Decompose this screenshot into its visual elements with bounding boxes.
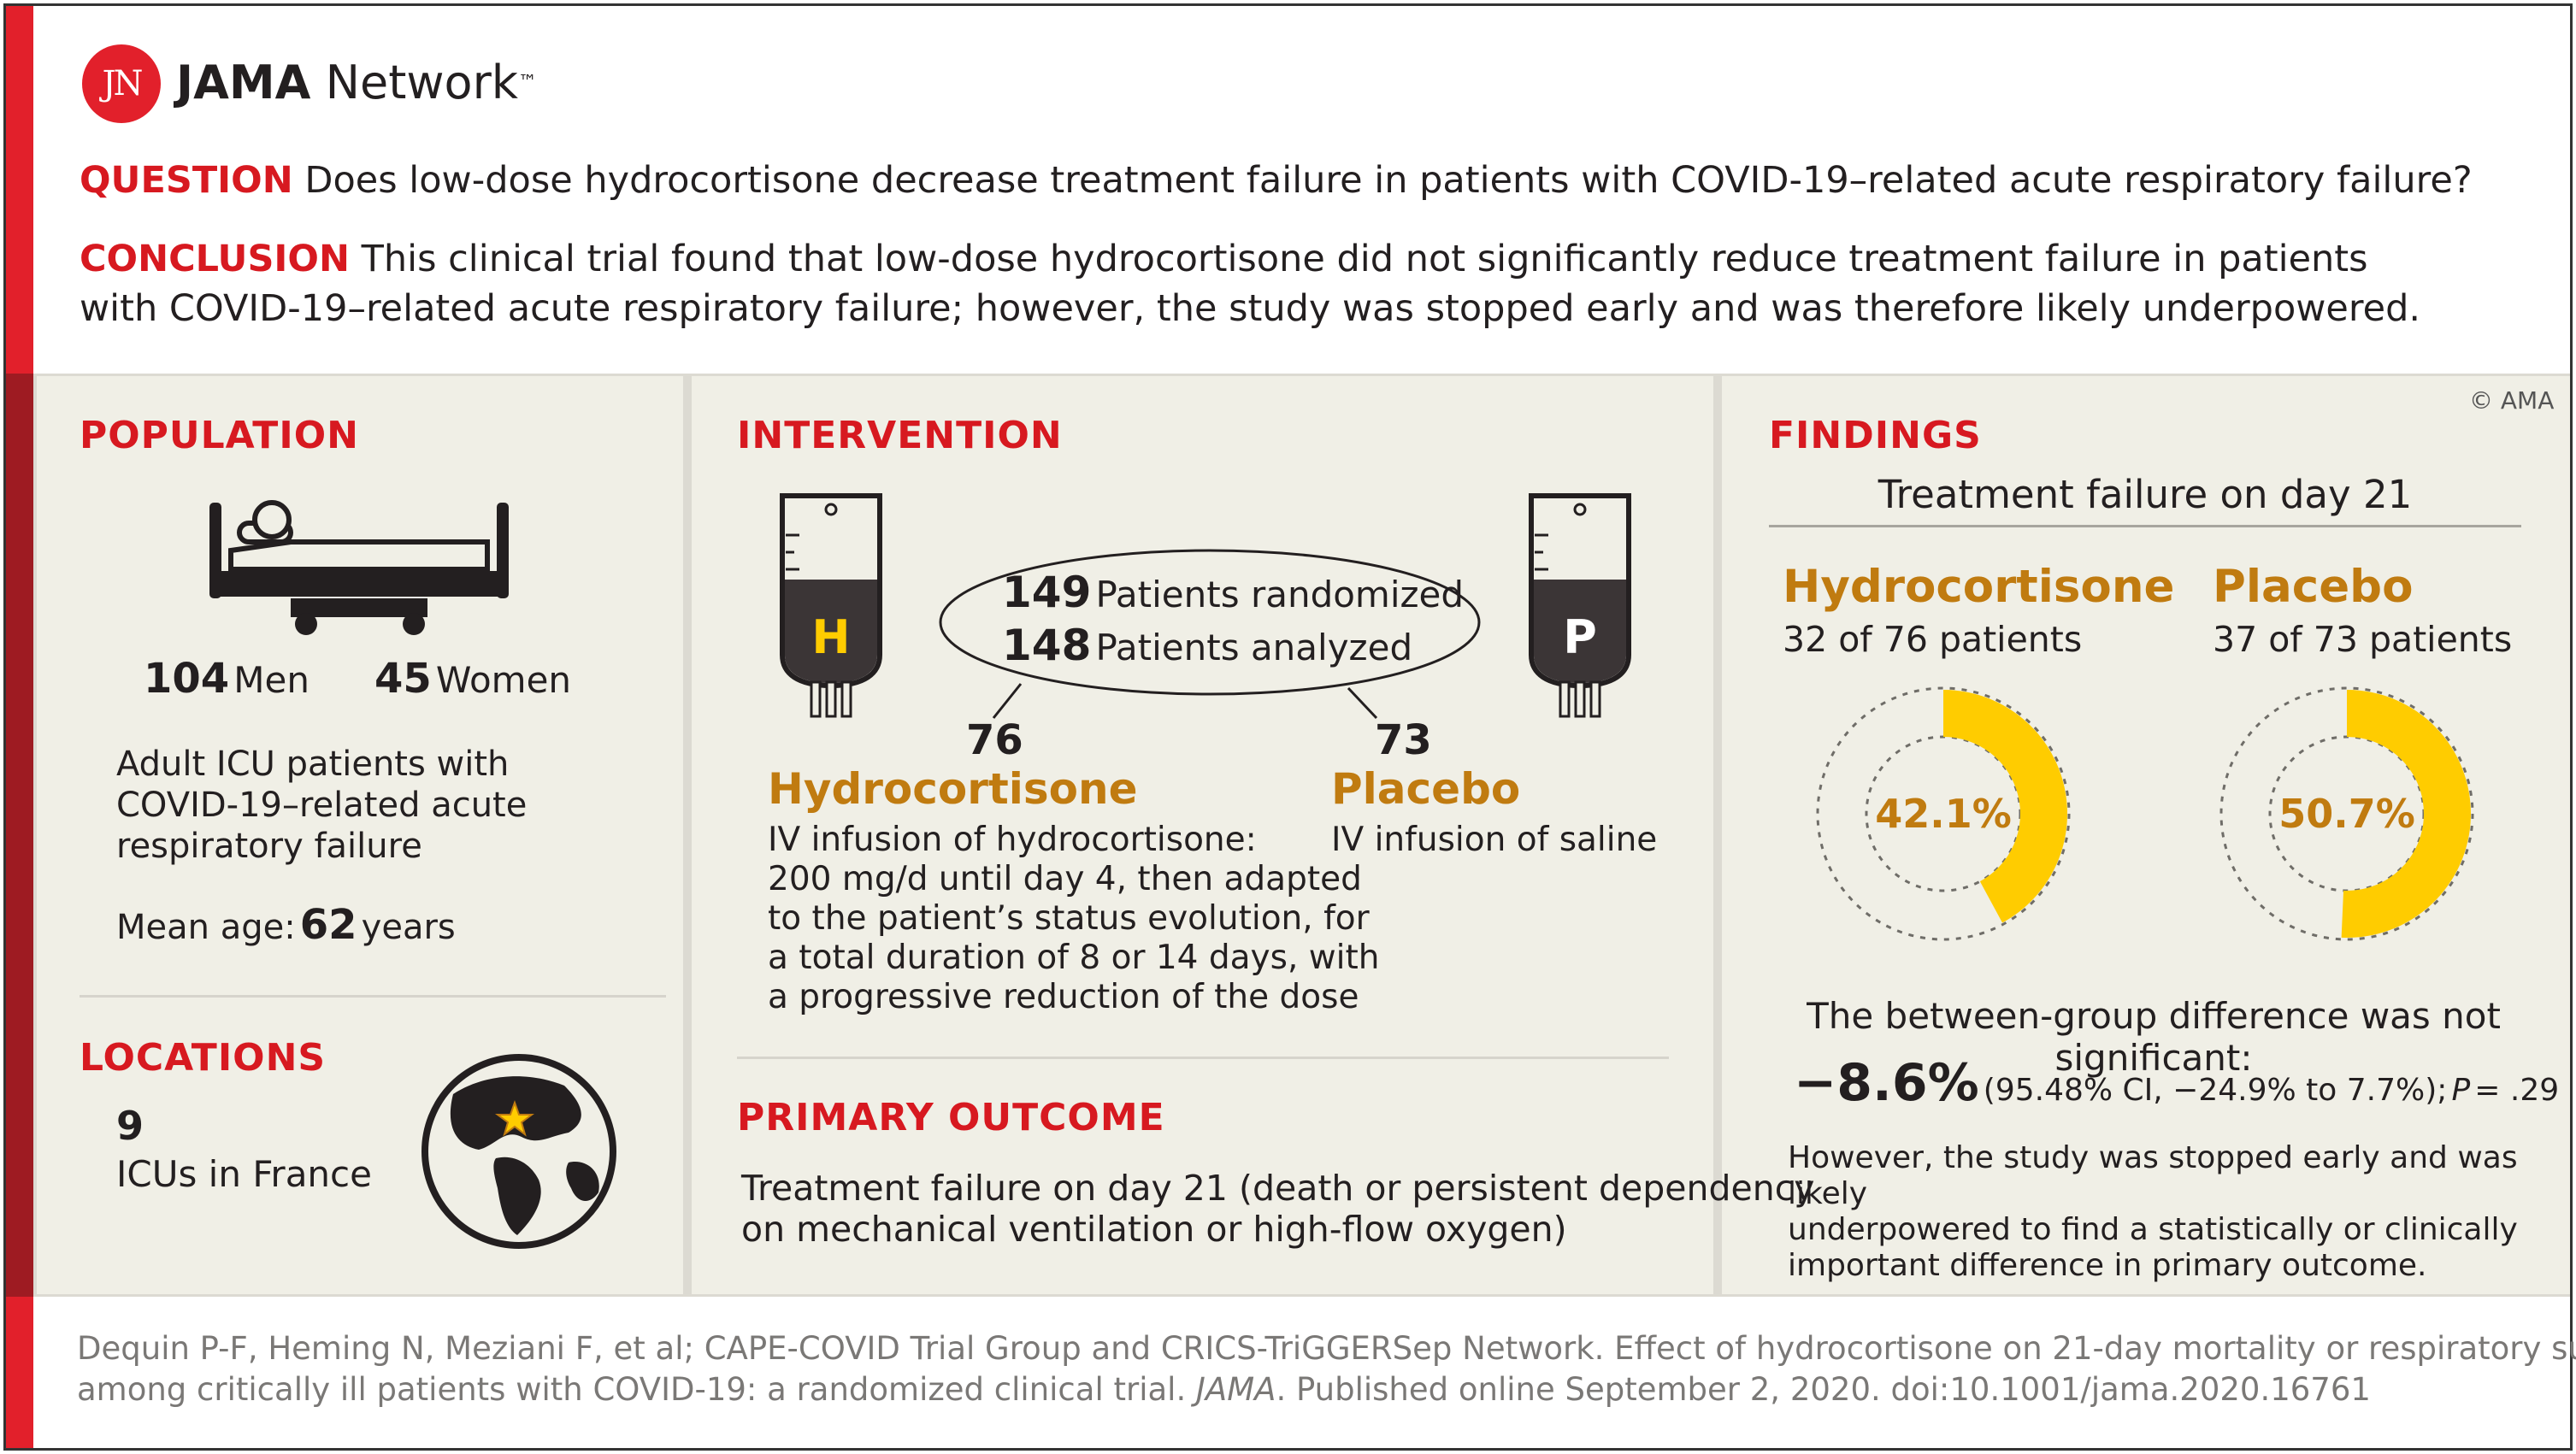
brand-name: JAMA Network™ [176, 53, 537, 113]
citation-line2: among critically ill patients with COVID… [77, 1371, 2371, 1408]
mean-age-value: 62 [299, 901, 357, 949]
placebo-donut-chart: 50.7% [2219, 686, 2474, 941]
primary-outcome-text: Treatment failure on day 21 (death or pe… [741, 1168, 1815, 1250]
placebo-arm-name: Placebo [1331, 764, 1521, 814]
placebo-percent: 50.7% [2278, 791, 2415, 837]
globe-icon [421, 1054, 616, 1249]
women-stat: 45 Women [374, 655, 571, 703]
intervention-header: INTERVENTION [737, 414, 1063, 457]
question-text: Does low-dose hydrocortisone decrease tr… [304, 159, 2473, 202]
p-value-label: P [2451, 1073, 2471, 1108]
population-divider [80, 995, 666, 998]
accent-bar-bottom [6, 1297, 33, 1448]
randomized-stat: 149 Patients randomized [1002, 566, 1464, 629]
placebo-iv-bag-icon: P [1529, 493, 1631, 718]
women-label: Women [435, 659, 572, 701]
hydrocortisone-donut-segment [1943, 690, 2067, 923]
hospital-bed-icon [209, 500, 509, 635]
hydrocortisone-percent: 42.1% [1875, 791, 2012, 837]
analyzed-count: 148 [1002, 621, 1092, 670]
analyzed-label: Patients analyzed [1095, 627, 1413, 668]
locations-header: LOCATIONS [80, 1036, 327, 1080]
trademark-symbol: ™ [518, 72, 538, 93]
intervention-divider [737, 1057, 1669, 1059]
question-block: QUESTION Does low-dose hydrocortisone de… [80, 156, 2473, 204]
infographic-frame [3, 3, 2573, 1451]
hydrocortisone-count: 76 [966, 716, 1023, 764]
findings-note: However, the study was stopped early and… [1788, 1140, 2518, 1283]
mean-age-label: Mean age: [116, 908, 296, 947]
hydrocortisone-arm-name: Hydrocortisone [768, 764, 1138, 814]
men-label: Men [233, 659, 309, 701]
hydrocortisone-description: IV infusion of hydrocortisone: 200 mg/d … [768, 821, 1380, 1016]
findings-header: FINDINGS [1769, 414, 1982, 457]
locations-label: ICUs in France [116, 1153, 372, 1195]
findings-hydrocortisone-detail: 32 of 76 patients [1783, 619, 2083, 660]
analyzed-stat: 148 Patients analyzed [1002, 619, 1412, 682]
men-count: 104 [144, 655, 230, 703]
population-header: POPULATION [80, 414, 359, 457]
conclusion-line2: with COVID-19–related acute respiratory … [80, 287, 2421, 330]
citation: Dequin P-F, Heming N, Meziani F, et al; … [77, 1328, 2576, 1410]
randomized-label: Patients randomized [1095, 574, 1465, 615]
findings-placebo-detail: 37 of 73 patients [2213, 619, 2513, 660]
mean-age-unit: years [361, 908, 456, 947]
findings-subtitle-rule [1769, 525, 2521, 527]
citation-line1: Dequin P-F, Heming N, Meziani F, et al; … [77, 1330, 2576, 1367]
randomization-ellipse [939, 549, 1481, 720]
findings-placebo-name: Placebo [2213, 561, 2414, 613]
placebo-count: 73 [1375, 716, 1432, 764]
copyright-notice: © AMA [2469, 386, 2555, 415]
difference-intro: The between-group difference was not sig… [1807, 995, 2501, 1079]
difference-result: −8.6% (95.48% CI, −24.9% to 7.7%); P = .… [1794, 1053, 2559, 1113]
hydrocortisone-iv-bag-icon: H [780, 493, 882, 718]
conclusion-line1: This clinical trial found that low-dose … [361, 238, 2368, 280]
findings-hydrocortisone-name: Hydrocortisone [1783, 561, 2175, 613]
brand-name-regular: Network [325, 56, 519, 109]
p-value: = .29 [2474, 1073, 2560, 1108]
citation-journal: JAMA [1195, 1371, 1276, 1408]
population-description: Adult ICU patients with COVID-19–related… [116, 745, 528, 866]
brand-name-bold: JAMA [176, 56, 311, 109]
conclusion-block: CONCLUSION This clinical trial found tha… [80, 234, 2420, 333]
jama-logo-icon: JN [82, 44, 161, 123]
hydrocortisone-donut-chart: 42.1% [1816, 686, 2071, 941]
women-count: 45 [374, 655, 432, 703]
difference-value: −8.6% [1794, 1053, 1979, 1113]
randomized-count: 149 [1002, 568, 1092, 617]
question-label: QUESTION [80, 159, 293, 202]
mean-age: Mean age: 62 years [116, 901, 456, 949]
difference-ci: (95.48% CI, −24.9% to 7.7%); [1983, 1073, 2448, 1108]
primary-outcome-header: PRIMARY OUTCOME [737, 1096, 1165, 1139]
locations-count: 9 [116, 1103, 144, 1149]
men-stat: 104 Men [144, 655, 309, 703]
placebo-description: IV infusion of saline [1331, 821, 1658, 859]
bag-letter-p: P [1563, 610, 1597, 664]
accent-bar-middle [6, 374, 33, 1297]
accent-bar-top [6, 6, 33, 374]
findings-subtitle: Treatment failure on day 21 [1877, 472, 2413, 517]
bag-letter-h: H [811, 610, 850, 664]
placebo-donut-segment [2341, 690, 2472, 938]
conclusion-label: CONCLUSION [80, 238, 350, 280]
